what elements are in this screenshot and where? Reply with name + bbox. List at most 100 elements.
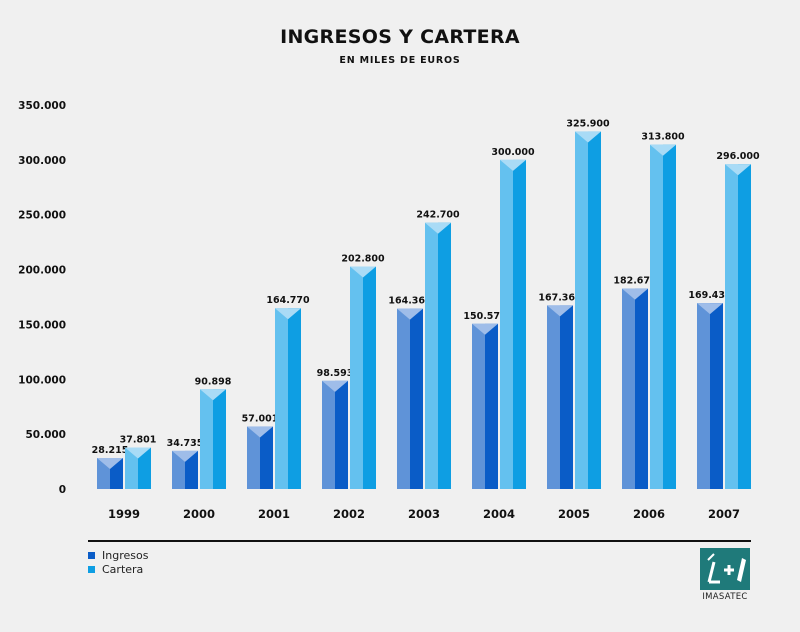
- legend-label-ingresos: Ingresos: [102, 549, 149, 562]
- bar-cartera-side: [275, 308, 288, 489]
- bar-ingresos: [185, 450, 198, 489]
- bar-ingresos-top: [697, 303, 723, 315]
- cartera-swatch: [88, 566, 95, 573]
- data-label: 164.367: [388, 296, 431, 307]
- bar-cartera-side: [650, 144, 663, 490]
- x-tick-label: 2003: [408, 507, 440, 521]
- bar-cartera-top: [425, 222, 451, 234]
- bar-ingresos-side: [697, 303, 710, 489]
- bar-ingresos-side: [622, 288, 635, 489]
- legend-item-ingresos: Ingresos: [88, 549, 148, 562]
- bar-cartera-top: [200, 389, 226, 401]
- company-logo: IMASATEC: [700, 548, 750, 602]
- chart-subtitle: EN MILES DE EUROS: [339, 55, 461, 66]
- bar-cartera-side: [500, 159, 513, 489]
- bar-cartera: [288, 308, 301, 489]
- data-label: 57.001: [242, 413, 279, 424]
- data-label: 169.432: [688, 290, 731, 301]
- bar-cartera-top: [125, 447, 151, 459]
- data-label: 150.579: [463, 311, 506, 322]
- bar-cartera: [738, 164, 751, 489]
- bar-ingresos: [260, 426, 273, 489]
- bar-ingresos-side: [397, 308, 410, 489]
- bar-ingresos-top: [472, 323, 498, 335]
- data-label: 164.770: [266, 295, 310, 306]
- data-label: 313.800: [641, 132, 685, 143]
- bar-ingresos: [560, 305, 573, 489]
- data-label: 300.000: [491, 147, 535, 158]
- legend-label-cartera: Cartera: [102, 563, 144, 576]
- data-label: 34.735: [167, 438, 204, 449]
- bar-ingresos: [485, 323, 498, 489]
- bar-ingresos-top: [547, 305, 573, 317]
- legend-divider: [88, 540, 751, 542]
- bar-cartera-side: [725, 164, 738, 489]
- bar-cartera: [438, 222, 451, 489]
- data-label: 242.700: [416, 210, 460, 221]
- data-label: 90.898: [195, 376, 232, 387]
- bar-cartera: [663, 144, 676, 490]
- bar-cartera: [363, 266, 376, 489]
- bar-ingresos-side: [547, 305, 560, 489]
- data-label: 98.593: [317, 368, 354, 379]
- bar-cartera-side: [125, 447, 138, 489]
- bar-cartera-top: [275, 308, 301, 320]
- bar-cartera-top: [500, 159, 526, 171]
- data-label: 28.215: [92, 445, 129, 456]
- bar-cartera-top: [350, 266, 376, 278]
- data-label: 37.801: [120, 435, 157, 446]
- bar-ingresos-side: [472, 323, 485, 489]
- ingresos-swatch: [88, 552, 95, 559]
- bar-cartera-side: [425, 222, 438, 489]
- bar-ingresos-side: [172, 450, 185, 489]
- bar-ingresos-top: [172, 450, 198, 462]
- bar-cartera: [213, 389, 226, 489]
- legend-item-cartera: Cartera: [88, 563, 143, 576]
- data-label: 167.366: [538, 292, 582, 303]
- y-tick-label: 350.000: [18, 100, 66, 112]
- y-tick-label: 150.000: [18, 319, 66, 331]
- data-label: 296.000: [716, 151, 760, 162]
- bar-ingresos-side: [322, 380, 335, 489]
- bar-ingresos-top: [622, 288, 648, 300]
- data-label: 202.800: [341, 253, 385, 264]
- y-tick-label: 50.000: [25, 429, 66, 441]
- logo-mark: [700, 548, 750, 590]
- bar-cartera-side: [350, 266, 363, 489]
- bar-ingresos: [335, 380, 348, 489]
- bar-ingresos-top: [97, 458, 123, 470]
- bar-cartera: [588, 131, 601, 489]
- bar-cartera-top: [575, 131, 601, 143]
- bar-cartera: [138, 447, 151, 489]
- data-label: 182.675: [613, 276, 656, 287]
- x-tick-label: 2001: [258, 507, 290, 521]
- x-tick-label: 2006: [633, 507, 665, 521]
- bar-ingresos: [710, 303, 723, 489]
- bar-ingresos: [635, 288, 648, 489]
- bar-cartera-top: [725, 164, 751, 176]
- bar-ingresos: [410, 308, 423, 489]
- y-tick-label: 100.000: [18, 374, 66, 386]
- bar-cartera-top: [650, 144, 676, 156]
- bar-ingresos-top: [397, 308, 423, 320]
- y-tick-label: 200.000: [18, 265, 66, 277]
- x-tick-label: 2007: [708, 507, 740, 521]
- bar-ingresos-top: [322, 380, 348, 392]
- logo-glyph-icon: [707, 553, 746, 584]
- x-tick-label: 1999: [108, 507, 140, 521]
- x-tick-label: 2005: [558, 507, 590, 521]
- bar-ingresos-top: [247, 426, 273, 438]
- x-tick-label: 2002: [333, 507, 365, 521]
- y-tick-label: 250.000: [18, 210, 66, 222]
- bar-ingresos-side: [247, 426, 260, 489]
- logo-name: IMASATEC: [702, 592, 748, 602]
- bar-cartera: [513, 159, 526, 489]
- x-tick-label: 2000: [183, 507, 215, 521]
- data-label: 325.900: [566, 118, 610, 129]
- y-tick-label: 300.000: [18, 155, 66, 167]
- x-tick-label: 2004: [483, 507, 515, 521]
- bar-cartera-side: [200, 389, 213, 489]
- y-tick-label: 0: [59, 484, 66, 496]
- bar-cartera-side: [575, 131, 588, 489]
